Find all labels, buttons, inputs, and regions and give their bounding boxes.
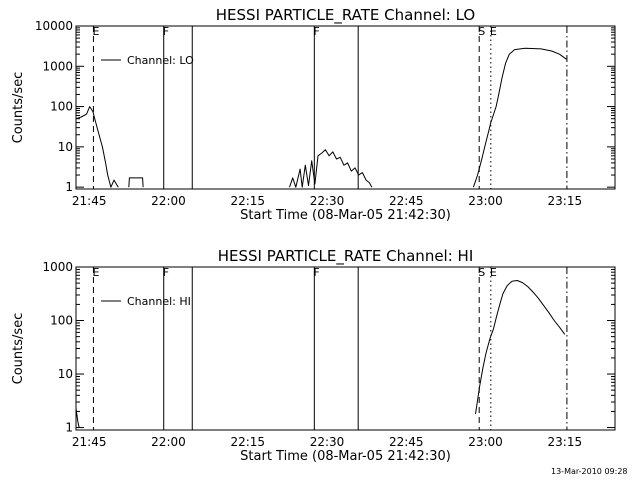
marker-label: E [92, 266, 99, 279]
marker-label: F [313, 25, 319, 38]
y-tick-label: 10 [58, 367, 73, 381]
x-axis-label: Start Time (08-Mar-05 21:42:30) [240, 208, 451, 223]
legend-label: Channel: LO [127, 54, 194, 67]
marker-label: F [163, 25, 169, 38]
marker-label: F [313, 266, 319, 279]
series-line-segment [75, 408, 80, 428]
chart-panel-hi: HESSI PARTICLE_RATE Channel: HI 1 10 100 100… [11, 247, 616, 464]
series-line-segment [472, 47, 567, 188]
y-tick-label: 10 [58, 140, 73, 154]
footer-timestamp: 13-Mar-2010 09:28 [551, 467, 628, 476]
chart-panel-lo: HESSI PARTICLE_RATE Channel: LO 1 10 100 100… [11, 6, 616, 223]
y-tick-label: 100 [50, 314, 73, 328]
x-tick-label: 22:45 [389, 194, 424, 208]
y-axis-label: Counts/sec [11, 313, 26, 385]
plot-frame [75, 25, 616, 190]
plot-frame [75, 266, 616, 431]
marker-label: S [478, 25, 485, 38]
marker-label: F [163, 266, 169, 279]
y-tick-label: 10000 [35, 19, 73, 33]
x-axis-label: Start Time (08-Mar-05 21:42:30) [240, 449, 451, 464]
marker-label: E [490, 25, 497, 38]
series-line-segment [475, 280, 566, 414]
y-tick-label: 1 [65, 421, 73, 435]
chart-title: HESSI PARTICLE_RATE Channel: HI [218, 247, 474, 266]
x-tick-label: 22:30 [310, 194, 345, 208]
x-tick-label: 21:45 [72, 194, 107, 208]
y-tick-label: 100 [50, 100, 73, 114]
y-axis-label: Counts/sec [11, 72, 26, 144]
series-line-segment [128, 177, 144, 188]
chart-title: HESSI PARTICLE_RATE Channel: LO [216, 6, 475, 25]
x-tick-label: 22:15 [230, 435, 265, 449]
marker-label: E [92, 25, 99, 38]
y-tick-label: 1000 [42, 260, 73, 274]
x-tick-label: 22:15 [230, 194, 265, 208]
x-tick-label: 23:15 [548, 435, 583, 449]
x-tick-label: 23:00 [468, 194, 503, 208]
x-tick-label: 23:00 [468, 435, 503, 449]
series-line-segment [289, 149, 373, 188]
x-tick-label: 21:45 [72, 435, 107, 449]
y-tick-label: 1000 [42, 59, 73, 73]
y-tick-label: 1 [65, 180, 73, 194]
x-tick-label: 22:00 [151, 435, 186, 449]
x-tick-label: 23:15 [548, 194, 583, 208]
series-line-segment [75, 106, 119, 188]
x-tick-label: 22:45 [389, 435, 424, 449]
marker-label: E [490, 266, 497, 279]
x-tick-label: 22:30 [310, 435, 345, 449]
marker-label: S [478, 266, 485, 279]
x-tick-label: 22:00 [151, 194, 186, 208]
legend-label: Channel: HI [127, 295, 191, 308]
